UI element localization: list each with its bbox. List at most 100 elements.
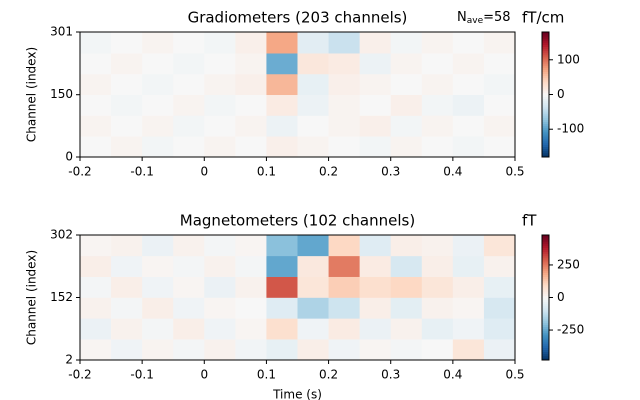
heatmap-cell [173, 53, 205, 75]
heatmap-cell [235, 73, 267, 96]
heatmap-cell [111, 73, 143, 96]
heatmap-cell [359, 94, 392, 116]
heatmap-cell [142, 73, 174, 96]
colorbar-slice [542, 332, 549, 336]
heatmap-cell [452, 297, 485, 319]
annotation-part: =58 [483, 10, 510, 25]
heatmap-cell [390, 136, 423, 158]
colorbar-slice [542, 152, 549, 156]
colorbar-slice [542, 44, 549, 47]
x-tick-label: 0.4 [443, 368, 462, 382]
colorbar-slice [542, 100, 549, 104]
colorbar-slice [542, 266, 549, 269]
colorbar-slice [542, 119, 549, 122]
heatmap-cell [328, 94, 360, 116]
heatmap-cell [328, 339, 360, 361]
heatmap-cell [328, 136, 360, 158]
colorbar-slice [542, 59, 549, 62]
colorbar-slice [542, 293, 549, 296]
heatmap-cell [80, 136, 112, 158]
colorbar-slice [542, 241, 549, 244]
heatmap-cell [235, 276, 267, 298]
colorbar-slice [542, 90, 549, 93]
y-tick-label: 0 [65, 150, 73, 164]
colorbar-slice [542, 291, 549, 294]
heatmap-cell [173, 339, 205, 361]
heatmap-cell [80, 53, 112, 75]
colorbar-slice [542, 32, 549, 35]
heatmap-cell [359, 53, 392, 75]
x-tick-label: 0 [200, 368, 208, 382]
heatmap-cell [173, 235, 205, 257]
colorbar-slice [542, 347, 549, 350]
colorbar-slice [542, 285, 549, 288]
heatmap-cell [452, 339, 485, 361]
colorbar-slice [542, 48, 549, 52]
heatmap-cell [297, 297, 329, 319]
heatmap-cell [483, 235, 516, 257]
colorbar-slice [542, 289, 549, 292]
panel-title: Gradiometers (203 channels) [188, 9, 408, 27]
heatmap-cell [421, 32, 454, 54]
colorbar-slice [542, 260, 549, 263]
colorbar-slice [542, 154, 549, 158]
heatmap-cell [328, 276, 360, 298]
colorbar-tick-label: 0 [557, 290, 565, 304]
colorbar-slice [542, 287, 549, 290]
colorbar-slice [542, 299, 549, 303]
heatmap-cell [452, 235, 485, 257]
heatmap-cell [142, 235, 174, 257]
heatmap-cell [142, 255, 174, 277]
heatmap-cell [266, 32, 298, 54]
colorbar-slice [542, 253, 549, 257]
heatmap-cell [328, 32, 360, 54]
colorbar-slice [542, 312, 549, 315]
heatmap-cell [111, 255, 143, 277]
heatmap-cell [390, 318, 423, 340]
heatmap-cell [452, 94, 485, 116]
heatmap-cell [266, 73, 298, 96]
y-tick-label: 152 [50, 290, 73, 304]
heatmap-cell [452, 136, 485, 158]
colorbar-slice [542, 65, 549, 68]
colorbar-slice [542, 123, 549, 127]
colorbar-slice [542, 301, 549, 305]
colorbar-slice [542, 278, 549, 282]
colorbar-slice [542, 96, 549, 100]
heatmap-cell [483, 115, 516, 137]
heatmap-cell [204, 73, 236, 96]
heatmap-cell [235, 136, 267, 158]
heatmap-cell [80, 276, 112, 298]
heatmap-cell [390, 235, 423, 257]
colorbar-slice [542, 282, 549, 286]
colorbar-slice [542, 316, 549, 319]
heatmap-cell [80, 94, 112, 116]
heatmap-cell [297, 73, 329, 96]
heatmap-cell [421, 73, 454, 96]
colorbar-slice [542, 84, 549, 87]
heatmap-cell [390, 255, 423, 277]
colorbar-slice [542, 270, 549, 273]
heatmap-cell [390, 73, 423, 96]
heatmap-cell [297, 318, 329, 340]
colorbar-tick-label: -100 [557, 122, 584, 136]
heatmap-cell [390, 339, 423, 361]
heatmap-cell [204, 235, 236, 257]
x-tick-label: 0.5 [505, 165, 524, 179]
colorbar-slice [542, 326, 549, 330]
colorbar-slice [542, 148, 549, 152]
colorbar-slice [542, 117, 549, 120]
y-tick-label: 150 [50, 87, 73, 101]
heatmap-cell [359, 318, 392, 340]
colorbar-slice [542, 79, 549, 83]
heatmap-cell [421, 318, 454, 340]
colorbar-slice [542, 125, 549, 129]
colorbar-slice [542, 140, 549, 143]
colorbar-slice [542, 34, 549, 37]
heatmap-cell [173, 297, 205, 319]
colorbar-slice [542, 71, 549, 75]
heatmap-cell [266, 318, 298, 340]
y-tick-label: 2 [65, 353, 73, 367]
colorbar-slice [542, 295, 549, 298]
colorbar-slice [542, 264, 549, 267]
